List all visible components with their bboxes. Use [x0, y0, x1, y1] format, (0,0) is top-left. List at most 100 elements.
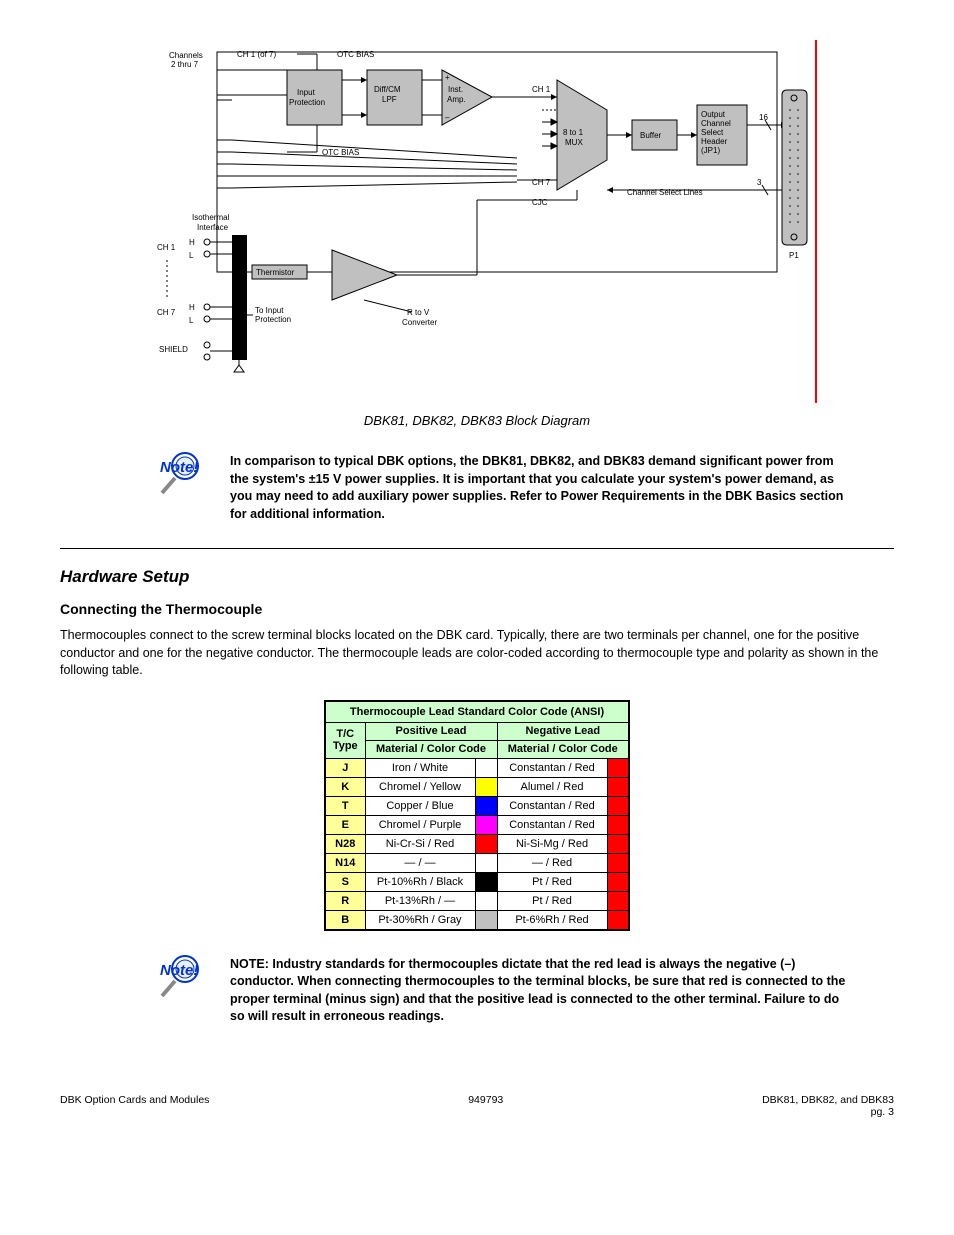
cell-pos: Chromel / Yellow	[365, 777, 475, 796]
cell-neg: Pt-6%Rh / Red	[497, 910, 607, 930]
label-channels: Channels	[169, 51, 203, 60]
table-row: BPt-30%Rh / Gray Pt-6%Rh / Red	[325, 910, 629, 930]
cell-type: K	[325, 777, 365, 796]
cell-type: R	[325, 891, 365, 910]
cell-type: N28	[325, 834, 365, 853]
svg-text:Channel: Channel	[701, 119, 731, 128]
svg-text:Input: Input	[297, 88, 316, 97]
svg-text:Header: Header	[701, 137, 728, 146]
note-polarity: Note! NOTE: Industry standards for therm…	[150, 951, 850, 1026]
cell-type: B	[325, 910, 365, 930]
swatch-pos	[475, 853, 497, 872]
svg-text:OTC BIAS: OTC BIAS	[337, 50, 374, 59]
cell-neg: Constantan / Red	[497, 758, 607, 777]
cell-pos: Pt-13%Rh / —	[365, 891, 475, 910]
hdr-neg-sub: Material / Color Code	[497, 740, 629, 758]
svg-text:Interface: Interface	[197, 223, 229, 232]
cell-pos: — / —	[365, 853, 475, 872]
cell-neg: — / Red	[497, 853, 607, 872]
swatch-neg	[607, 872, 629, 891]
cell-neg: Constantan / Red	[497, 815, 607, 834]
svg-text:CH 1 (of 7): CH 1 (of 7)	[237, 50, 276, 59]
hdr-pos-sub: Material / Color Code	[365, 740, 497, 758]
cell-pos: Pt-10%Rh / Black	[365, 872, 475, 891]
cell-neg: Pt / Red	[497, 872, 607, 891]
swatch-neg	[607, 796, 629, 815]
subsection-title: Connecting the Thermocouple	[60, 601, 894, 617]
svg-text:R to V: R to V	[407, 308, 430, 317]
note-icon: Note!	[150, 951, 210, 1001]
svg-text:MUX: MUX	[565, 138, 583, 147]
cell-pos: Ni-Cr-Si / Red	[365, 834, 475, 853]
svg-text:Protection: Protection	[255, 315, 291, 324]
swatch-pos	[475, 815, 497, 834]
svg-text:2 thru 7: 2 thru 7	[171, 60, 199, 69]
svg-text:L: L	[189, 251, 194, 260]
svg-text:Note!: Note!	[160, 459, 198, 476]
svg-text:–: –	[445, 113, 450, 122]
hdr-type: T/CType	[325, 722, 365, 758]
cell-type: J	[325, 758, 365, 777]
table-row: RPt-13%Rh / — Pt / Red	[325, 891, 629, 910]
svg-text:LPF: LPF	[382, 95, 397, 104]
svg-text:Amp.: Amp.	[447, 95, 466, 104]
swatch-pos	[475, 758, 497, 777]
swatch-neg	[607, 815, 629, 834]
svg-text:Protection: Protection	[289, 98, 325, 107]
footer-center: 949793	[468, 1094, 503, 1118]
svg-text:8 to 1: 8 to 1	[563, 128, 584, 137]
svg-text:Inst.: Inst.	[448, 85, 463, 94]
svg-text:CH 7: CH 7	[157, 308, 176, 317]
svg-text:Buffer: Buffer	[640, 131, 662, 140]
cell-type: E	[325, 815, 365, 834]
hdr-neg: Negative Lead	[497, 722, 629, 740]
table-row: JIron / WhiteConstantan / Red	[325, 758, 629, 777]
cell-type: T	[325, 796, 365, 815]
swatch-pos	[475, 872, 497, 891]
swatch-neg	[607, 891, 629, 910]
divider	[60, 548, 894, 549]
svg-text:CH 7: CH 7	[532, 178, 551, 187]
svg-text:L: L	[189, 316, 194, 325]
svg-text:P1: P1	[789, 251, 799, 260]
svg-text:Thermistor: Thermistor	[256, 268, 295, 277]
cell-neg: Constantan / Red	[497, 796, 607, 815]
footer-left: DBK Option Cards and Modules	[60, 1094, 209, 1118]
svg-text:CH 1: CH 1	[532, 85, 551, 94]
footer-right: DBK81, DBK82, and DBK83 pg. 3	[762, 1094, 894, 1118]
svg-text:3: 3	[757, 178, 762, 187]
swatch-neg	[607, 834, 629, 853]
table-row: TCopper / Blue Constantan / Red	[325, 796, 629, 815]
cell-type: N14	[325, 853, 365, 872]
note-text-2: NOTE: Industry standards for thermocoupl…	[230, 951, 850, 1026]
svg-text:Channel Select Lines: Channel Select Lines	[627, 188, 703, 197]
swatch-pos	[475, 777, 497, 796]
block-diagram: Channels 2 thru 7 CH 1 (of 7) OTC BIAS I…	[137, 40, 817, 403]
svg-text:(JP1): (JP1)	[701, 146, 720, 155]
swatch-neg	[607, 777, 629, 796]
cell-neg: Ni-Si-Mg / Red	[497, 834, 607, 853]
swatch-neg	[607, 758, 629, 777]
hdr-pos: Positive Lead	[365, 722, 497, 740]
svg-text:Note!: Note!	[160, 962, 198, 979]
section-title: Hardware Setup	[60, 567, 894, 587]
swatch-neg	[607, 910, 629, 930]
diagram-caption: DBK81, DBK82, DBK83 Block Diagram	[60, 413, 894, 428]
svg-text:CJC: CJC	[532, 198, 548, 207]
cell-pos: Copper / Blue	[365, 796, 475, 815]
cell-neg: Pt / Red	[497, 891, 607, 910]
svg-text:Select: Select	[701, 128, 724, 137]
svg-text:+: +	[445, 73, 450, 82]
table-row: N14— / — — / Red	[325, 853, 629, 872]
table-title: Thermocouple Lead Standard Color Code (A…	[325, 701, 629, 723]
svg-text:Diff/CM: Diff/CM	[374, 85, 401, 94]
note-icon: Note!	[150, 448, 210, 498]
cell-pos: Chromel / Purple	[365, 815, 475, 834]
svg-text:16: 16	[759, 113, 768, 122]
svg-text:Isothermal: Isothermal	[192, 213, 230, 222]
table-row: N28Ni-Cr-Si / Red Ni-Si-Mg / Red	[325, 834, 629, 853]
cell-pos: Pt-30%Rh / Gray	[365, 910, 475, 930]
svg-text:H: H	[189, 303, 195, 312]
svg-text:CH 1: CH 1	[157, 243, 176, 252]
swatch-pos	[475, 891, 497, 910]
